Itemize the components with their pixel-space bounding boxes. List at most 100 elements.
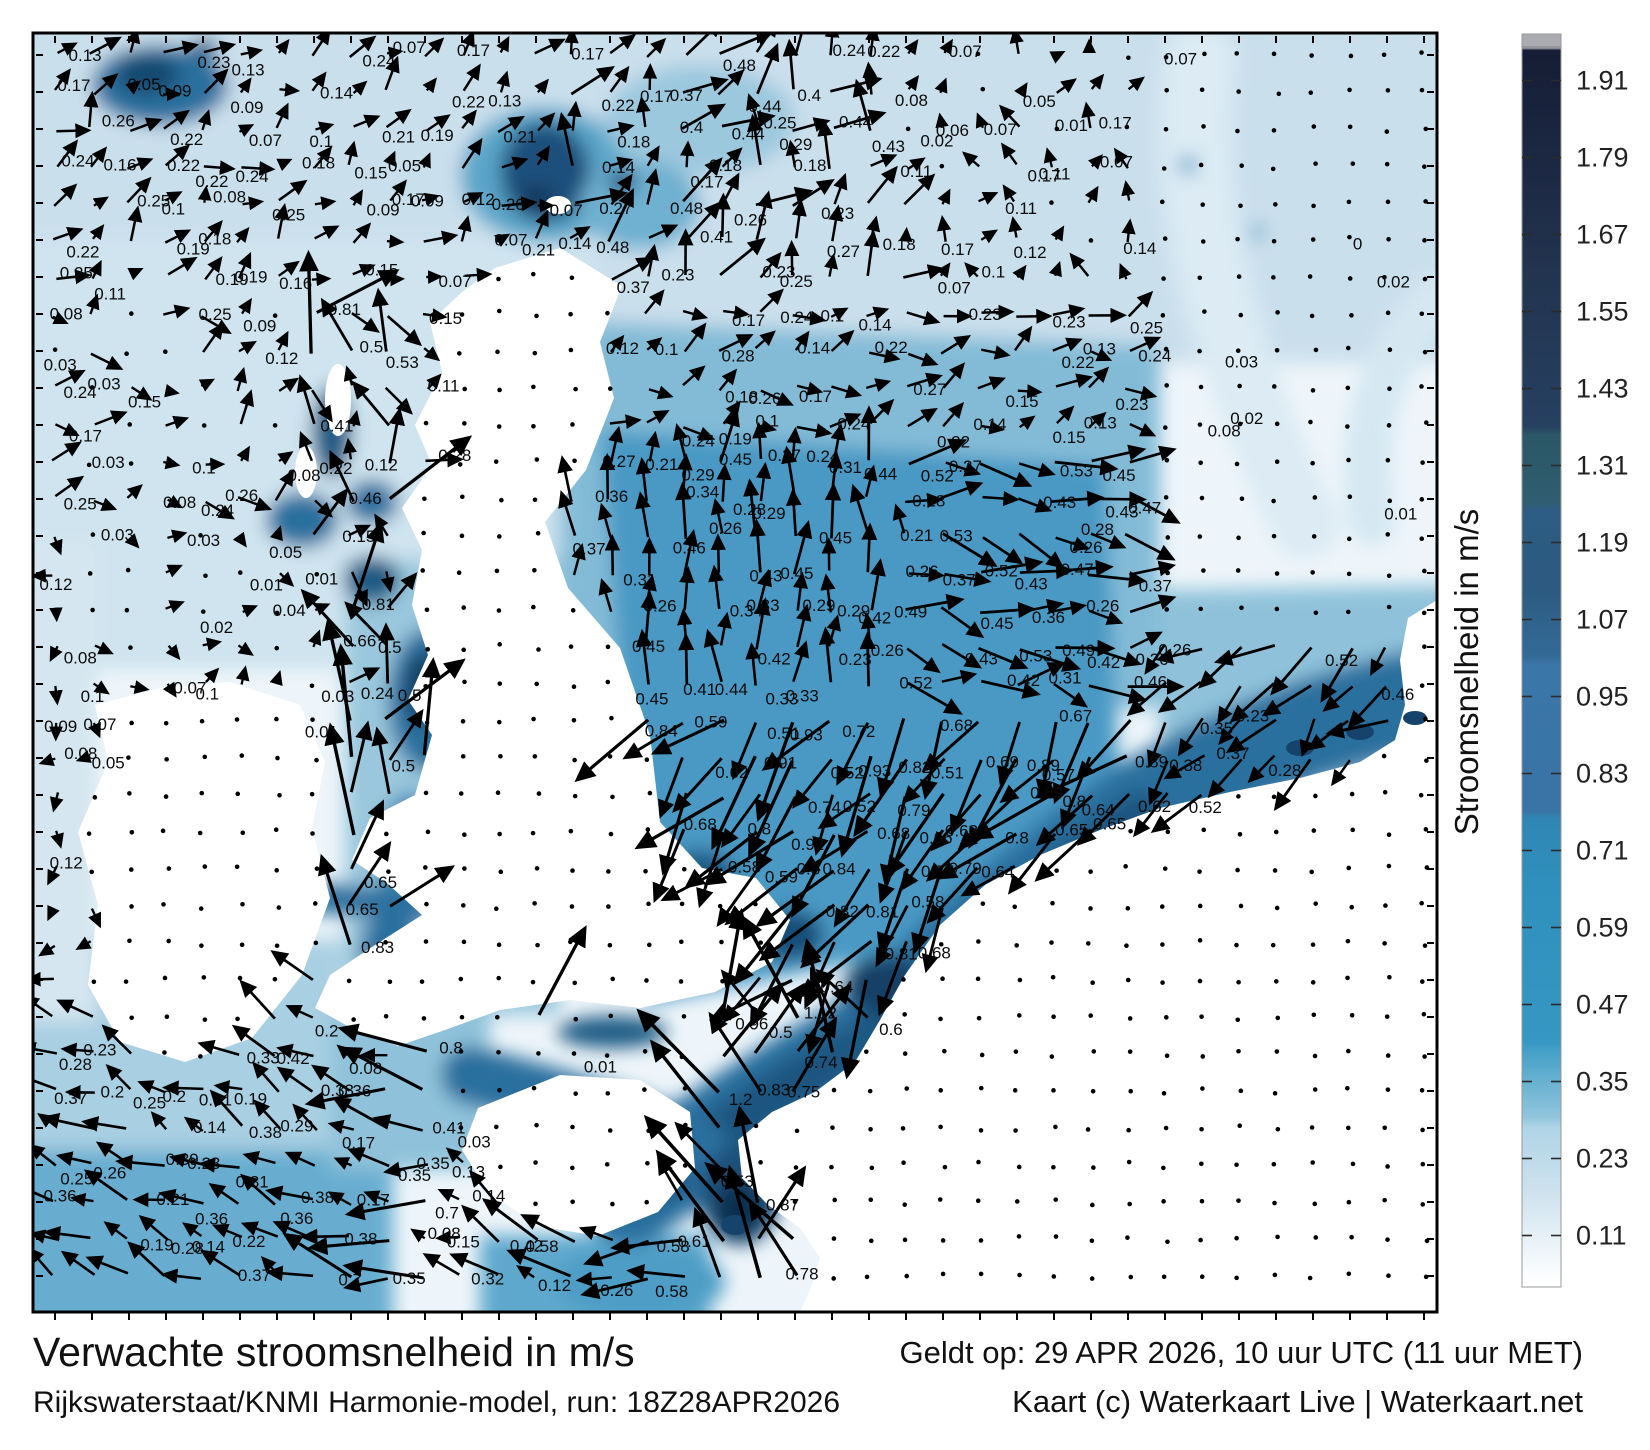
current-arrow [537, 112, 556, 132]
grid-dot [642, 1087, 647, 1092]
speed-value-label: 0.45 [981, 614, 1014, 633]
grid-dot [1236, 1198, 1241, 1203]
grid-dot [498, 1164, 503, 1170]
grid-dot [91, 979, 97, 985]
coastal-shoal-speck [1403, 711, 1427, 725]
grid-dot [1311, 534, 1317, 539]
speed-value-label: 0.17 [732, 311, 765, 330]
map-frame [31, 31, 1439, 1314]
grid-dot [1273, 979, 1279, 984]
current-arrow [1089, 73, 1105, 90]
current-arrow [1129, 494, 1181, 524]
current-arrow [311, 71, 327, 92]
current-arrow [351, 521, 385, 611]
current-arrow [1146, 722, 1167, 769]
speed-value-label: 0.7 [435, 1203, 459, 1222]
grid-dot [1163, 54, 1169, 60]
current-arrow [1075, 719, 1132, 782]
grid-dot [1165, 570, 1170, 576]
speed-value-label: 0.52 [921, 467, 954, 486]
grid-dot [1345, 938, 1351, 944]
grid-dot [1165, 829, 1171, 835]
grid-dot [494, 568, 500, 574]
current-arrow [636, 96, 651, 128]
speed-value-label: 0.23 [762, 262, 795, 281]
current-arrow [276, 1066, 314, 1093]
current-arrow [516, 1265, 535, 1280]
grid-dot [92, 795, 98, 800]
grid-dot [535, 942, 540, 948]
speed-value-label: 0.5 [378, 638, 402, 657]
grid-dot [90, 532, 96, 537]
current-arrow [903, 264, 945, 280]
current-arrow [105, 1064, 132, 1091]
grid-dot [277, 792, 282, 798]
current-arrow [645, 430, 660, 462]
grid-dot [1202, 51, 1207, 57]
grid-dot [1346, 199, 1352, 205]
grid-dot [1161, 276, 1166, 281]
grid-dot [1348, 53, 1354, 59]
grid-dot [1088, 869, 1093, 874]
grid-dot [1382, 274, 1387, 280]
current-arrow [1090, 348, 1113, 362]
grid-dot [938, 1088, 944, 1093]
speed-value-label: 0.29 [280, 1117, 313, 1136]
current-arrow [719, 237, 766, 277]
grid-dot [1275, 310, 1280, 315]
grid-dot [1307, 1275, 1313, 1281]
speed-value-label: 0.08 [1208, 422, 1241, 441]
grid-dot [1199, 1161, 1204, 1167]
speed-value-label: 0.87 [766, 1196, 799, 1215]
grid-dot [1345, 1085, 1350, 1091]
current-arrow [349, 720, 373, 793]
grid-dot [1422, 238, 1427, 243]
grid-dot [1385, 532, 1391, 537]
colorbar-tick-label: 0.71 [1576, 836, 1629, 866]
current-arrow [940, 606, 985, 639]
grid-dot [1200, 1086, 1205, 1091]
current-arrow [1119, 262, 1132, 280]
current-arrow [165, 564, 183, 578]
grid-dot [1127, 1049, 1133, 1054]
current-arrow [237, 496, 273, 512]
current-arrow [939, 38, 953, 55]
current-arrow [162, 681, 177, 698]
current-arrow [792, 310, 827, 326]
grid-dot [1014, 943, 1019, 948]
speed-value-label: 0.01 [1055, 116, 1088, 135]
speed-value-label: 0.12 [538, 1276, 571, 1295]
current-arrow [610, 1237, 683, 1255]
current-vector-grid: 0.13 0.23 0.13 0.240.07 0.17 0.170.480.24 0.22… [33, 33, 1430, 1301]
speed-value-label: 0.59 [765, 867, 798, 886]
grid-dot [1271, 794, 1277, 800]
speed-value-label: 0.58 [655, 1282, 688, 1301]
current-arrow [905, 492, 944, 508]
grid-dot [129, 1015, 134, 1021]
current-arrow [862, 61, 878, 95]
grid-dot [980, 86, 986, 92]
current-arrow [388, 708, 424, 761]
grid-dot [1385, 1237, 1390, 1242]
current-arrow [876, 868, 909, 954]
speed-value-label: 0.07 [949, 42, 982, 61]
grid-dot [644, 978, 649, 983]
speed-value-label: 0.27 [949, 457, 982, 476]
current-arrow [464, 267, 493, 283]
current-arrow [753, 982, 805, 1054]
grid-dot [462, 832, 467, 838]
grid-dot [199, 943, 204, 948]
current-arrow [56, 269, 92, 285]
current-arrow [755, 869, 835, 928]
grid-dot [975, 976, 981, 982]
current-arrow [269, 670, 283, 687]
grid-dot [758, 1160, 763, 1165]
speed-value-label: 0.13 [232, 61, 265, 80]
grid-dot [1345, 345, 1351, 351]
speed-value-label: 0.09 [243, 316, 276, 335]
current-arrow [103, 1221, 128, 1240]
current-arrow [81, 1116, 127, 1132]
grid-dot [1311, 203, 1316, 209]
current-arrow [314, 196, 337, 211]
current-arrow [904, 74, 920, 92]
